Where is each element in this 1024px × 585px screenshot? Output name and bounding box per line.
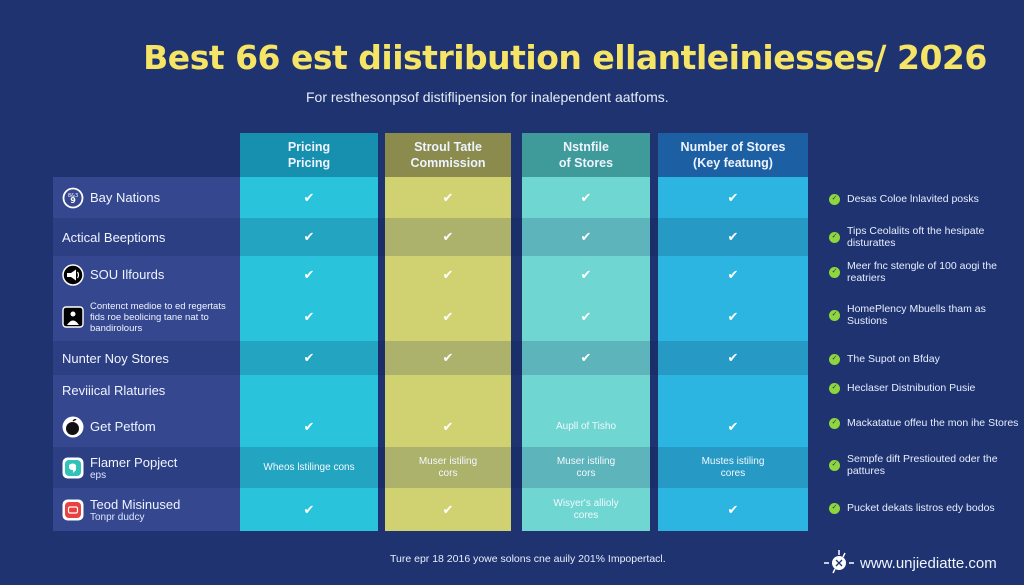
website-url[interactable]: www.unjiediatte.com [860,554,997,572]
svg-text:9: 9 [70,196,76,205]
column-bg-commission [385,177,511,531]
table-row-label[interactable]: 8&3 9 Bay Nations [53,177,240,218]
column-header-commission[interactable]: Stroul Tatle Commission [385,133,511,177]
table-cell [522,375,650,406]
note-item: ✓ Heclaser Distnibution Pusie [829,375,1019,401]
table-cell: ✔ [580,350,592,365]
note-item: ✓ Desas Coloe lnlavited posks [829,186,1019,212]
column-header-stores[interactable]: Nstnfile of Stores [522,133,650,177]
table-cell: ✔ [442,350,454,365]
note-item: ✓ Mackatatue offeu the mon ihe Stores [829,410,1019,436]
table-cell: ✔ [580,266,592,282]
table-row-label[interactable]: Get Petfom [53,406,240,447]
column-header-pricing[interactable]: Pricing Pricing [240,133,378,177]
check-circle-icon: ✓ [829,309,840,321]
table-row-label[interactable]: Reviiical Rlaturies [62,383,166,398]
column-bg-number [658,177,808,531]
row-label-panel [53,177,240,531]
table-cell: ✔ [442,266,454,282]
table-cell: ✔ [727,189,739,205]
table-cell: ✔ [303,189,315,205]
table-row-label[interactable]: Flamer Popject eps [53,447,240,488]
check-circle-icon: ✓ [829,231,840,243]
table-cell: Mustes istiling cores [701,455,765,479]
table-cell: ✔ [442,189,454,205]
note-item: ✓ The Supot on Bfday [829,350,1019,368]
check-circle-icon: ✓ [829,353,840,365]
table-cell: ✔ [442,501,454,517]
person-app-icon [62,306,84,328]
apple-icon [62,416,84,438]
table-cell: ✔ [303,350,315,365]
table-cell: Wheos lstilinge cons [263,461,355,473]
note-item: ✓ Pucket dekats listros edy bodos [829,495,1019,521]
page-subtitle: For resthesonpsof distiflipension for in… [306,89,669,105]
table-cell: ✔ [303,418,315,434]
table-cell: ✔ [303,309,315,324]
check-circle-icon: ✓ [829,266,840,278]
check-circle-icon: ✓ [829,417,840,429]
table-cell: Muser istiling cors [556,455,616,479]
column-bg-pricing [240,177,378,531]
table-cell: ✔ [727,266,739,282]
table-cell: ✔ [727,501,739,517]
bay-nations-icon: 8&3 9 [62,187,84,209]
row-shade [53,447,808,488]
sun-logo-icon [822,549,856,577]
table-cell: ✔ [580,189,592,205]
column-bg-stores [522,177,650,531]
table-row-label[interactable]: Nunter Noy Stores [62,350,169,366]
table-cell: ✔ [727,229,739,244]
table-cell: ✔ [727,418,739,434]
brand-link[interactable]: www.unjiediatte.com [822,549,997,577]
table-cell: ✔ [442,229,454,244]
table-row-label[interactable]: SOU Ilfourds [53,256,240,293]
check-circle-icon: ✓ [829,193,840,205]
check-circle-icon: ✓ [829,382,840,394]
check-circle-icon: ✓ [829,459,840,471]
table-cell: ✔ [303,501,315,517]
table-cell [385,375,511,406]
column-header-number-of-stores[interactable]: Number of Stores (Key featung) [658,133,808,177]
speaker-icon [62,263,84,286]
note-item: ✓ Sempfe dift Prestiouted oder the pattur… [829,452,1019,478]
table-cell: ✔ [580,309,592,324]
table-cell [240,375,378,406]
note-item: ✓ Meer fnc stengle of 100 aogi the reatri… [829,259,1019,285]
table-row-label[interactable]: Contenct medioe to ed regertats fids roe… [53,293,240,341]
teal-app-icon [62,457,84,479]
note-item: ✓ HomePlency Mbuells tham as Sustions [829,302,1019,328]
row-shade [53,341,808,375]
table-cell [658,375,808,406]
row-shade [53,218,808,256]
table-cell: Wisyer's allioly cores [553,497,619,521]
table-cell: ✔ [580,229,592,244]
check-circle-icon: ✓ [829,502,840,514]
table-cell: ✔ [442,418,454,434]
table-cell: Aupll of Tisho [555,420,617,432]
red-app-icon [62,499,84,521]
svg-text:8&3: 8&3 [68,193,78,199]
table-cell: ✔ [303,229,315,244]
table-cell: ✔ [727,350,739,365]
table-row-label[interactable]: Actical Beeptioms [62,229,166,245]
footer-note: Ture epr 18 2016 yowe solons cne auily 2… [390,553,666,565]
page-title: Best 66 est diistribution ellantleiniess… [143,38,987,77]
table-row-label[interactable]: Teod Misinused Tonpr dudcy [53,488,240,531]
note-item: ✓ Tips Ceolalits oft the hesipate distura… [829,224,1019,250]
table-cell: ✔ [303,266,315,282]
table-cell: Muser istiling cors [418,455,478,479]
table-cell: ✔ [727,309,739,324]
table-cell: ✔ [442,309,454,324]
